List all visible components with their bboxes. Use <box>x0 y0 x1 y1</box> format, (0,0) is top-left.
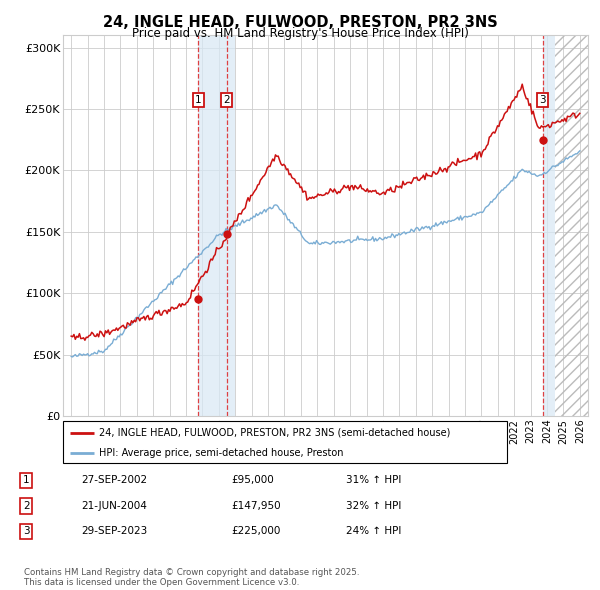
Text: 3: 3 <box>23 526 30 536</box>
Text: 3: 3 <box>539 95 546 105</box>
Text: HPI: Average price, semi-detached house, Preston: HPI: Average price, semi-detached house,… <box>98 448 343 457</box>
Text: 1: 1 <box>23 476 30 486</box>
Text: 32% ↑ HPI: 32% ↑ HPI <box>346 501 401 511</box>
Text: 31% ↑ HPI: 31% ↑ HPI <box>346 476 401 486</box>
Text: £95,000: £95,000 <box>231 476 274 486</box>
Text: 27-SEP-2002: 27-SEP-2002 <box>81 476 147 486</box>
Text: 24% ↑ HPI: 24% ↑ HPI <box>346 526 401 536</box>
Text: 1: 1 <box>195 95 202 105</box>
Text: 24, INGLE HEAD, FULWOOD, PRESTON, PR2 3NS: 24, INGLE HEAD, FULWOOD, PRESTON, PR2 3N… <box>103 15 497 30</box>
FancyBboxPatch shape <box>63 421 507 463</box>
Text: Price paid vs. HM Land Registry's House Price Index (HPI): Price paid vs. HM Land Registry's House … <box>131 27 469 40</box>
Bar <box>555 35 588 416</box>
Text: £225,000: £225,000 <box>231 526 280 536</box>
Text: 24, INGLE HEAD, FULWOOD, PRESTON, PR2 3NS (semi-detached house): 24, INGLE HEAD, FULWOOD, PRESTON, PR2 3N… <box>98 428 450 438</box>
Text: 2: 2 <box>223 95 230 105</box>
Text: 21-JUN-2004: 21-JUN-2004 <box>81 501 147 511</box>
Bar <box>543 35 555 416</box>
Text: Contains HM Land Registry data © Crown copyright and database right 2025.
This d: Contains HM Land Registry data © Crown c… <box>24 568 359 587</box>
Bar <box>198 35 235 416</box>
Text: 2: 2 <box>23 501 30 511</box>
Text: 29-SEP-2023: 29-SEP-2023 <box>81 526 148 536</box>
Text: £147,950: £147,950 <box>231 501 281 511</box>
